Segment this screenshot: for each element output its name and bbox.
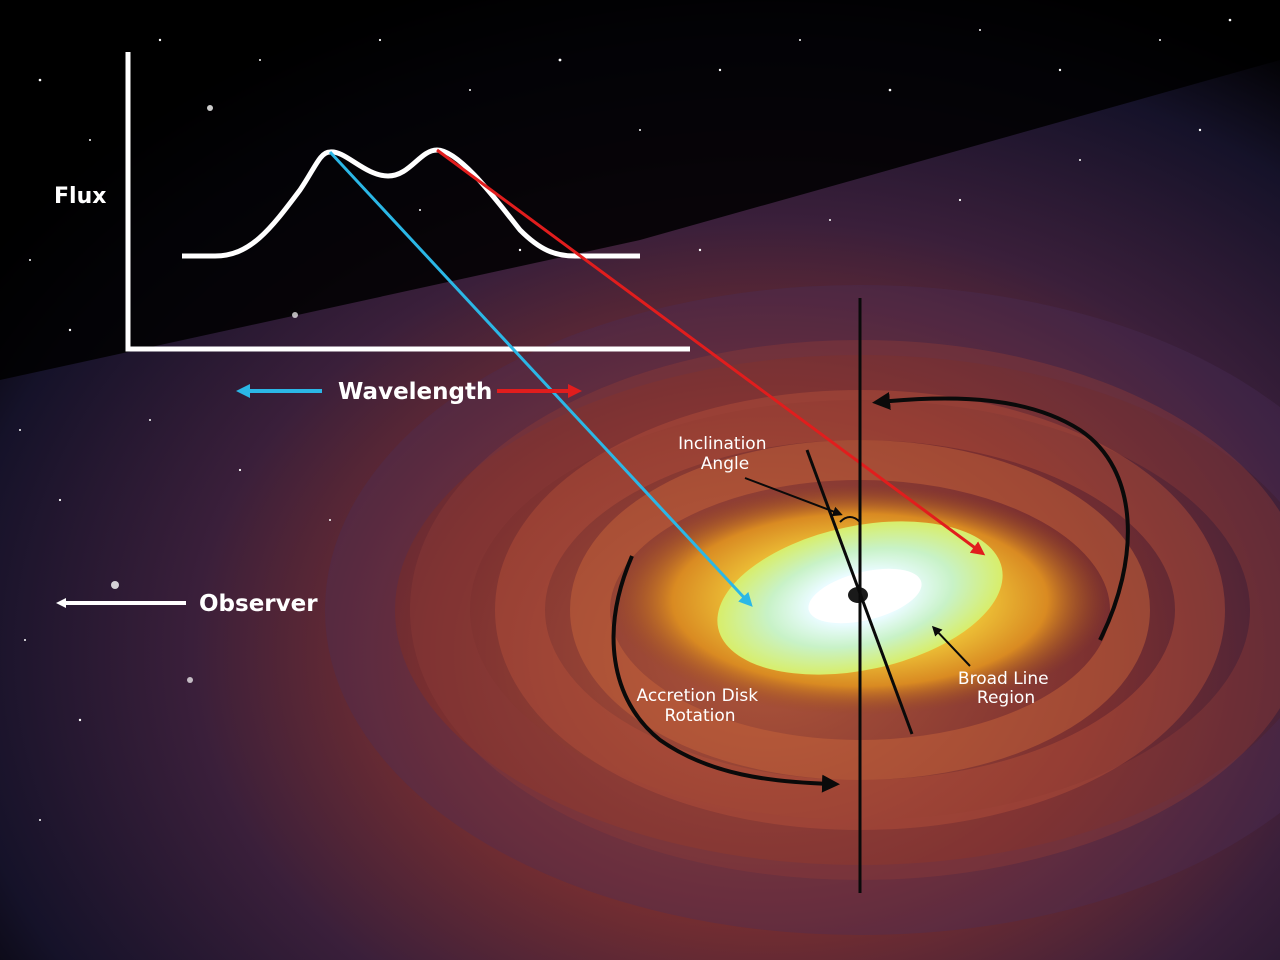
accretion-label-line1: Accretion Disk	[637, 686, 759, 706]
wavelength-label: Wavelength	[338, 379, 492, 405]
plot-axes	[125, 52, 690, 352]
broad-line-region-label: Broad Line Region	[958, 669, 1054, 708]
accretion-label-line2: Rotation	[664, 706, 735, 726]
rotation-arrow-top	[872, 392, 1130, 641]
blueshift-ray	[328, 150, 753, 607]
inclination-angle-label: Inclination Angle	[678, 434, 772, 474]
star-field	[19, 18, 1232, 821]
redshift-ray	[436, 148, 986, 556]
inclination-label-line1: Inclination	[678, 434, 766, 454]
inclination-pointer	[744, 477, 843, 517]
rotation-arrow-bottom	[611, 555, 840, 793]
dark-sky-wedge	[0, 0, 1280, 380]
accretion-disk-rotation-label: Accretion Disk Rotation	[637, 686, 764, 726]
broad-line-pointer	[931, 625, 971, 667]
inclination-label-line2: Angle	[701, 454, 749, 474]
emission-line-profile	[182, 147, 640, 259]
broad-line-label-line2: Region	[977, 688, 1035, 708]
tilted-disk-axis-line	[805, 449, 914, 735]
inclination-angle-arc	[839, 516, 861, 523]
flux-label: Flux	[54, 184, 106, 209]
broad-line-label-line1: Broad Line	[958, 669, 1049, 689]
observer-label: Observer	[199, 591, 318, 617]
